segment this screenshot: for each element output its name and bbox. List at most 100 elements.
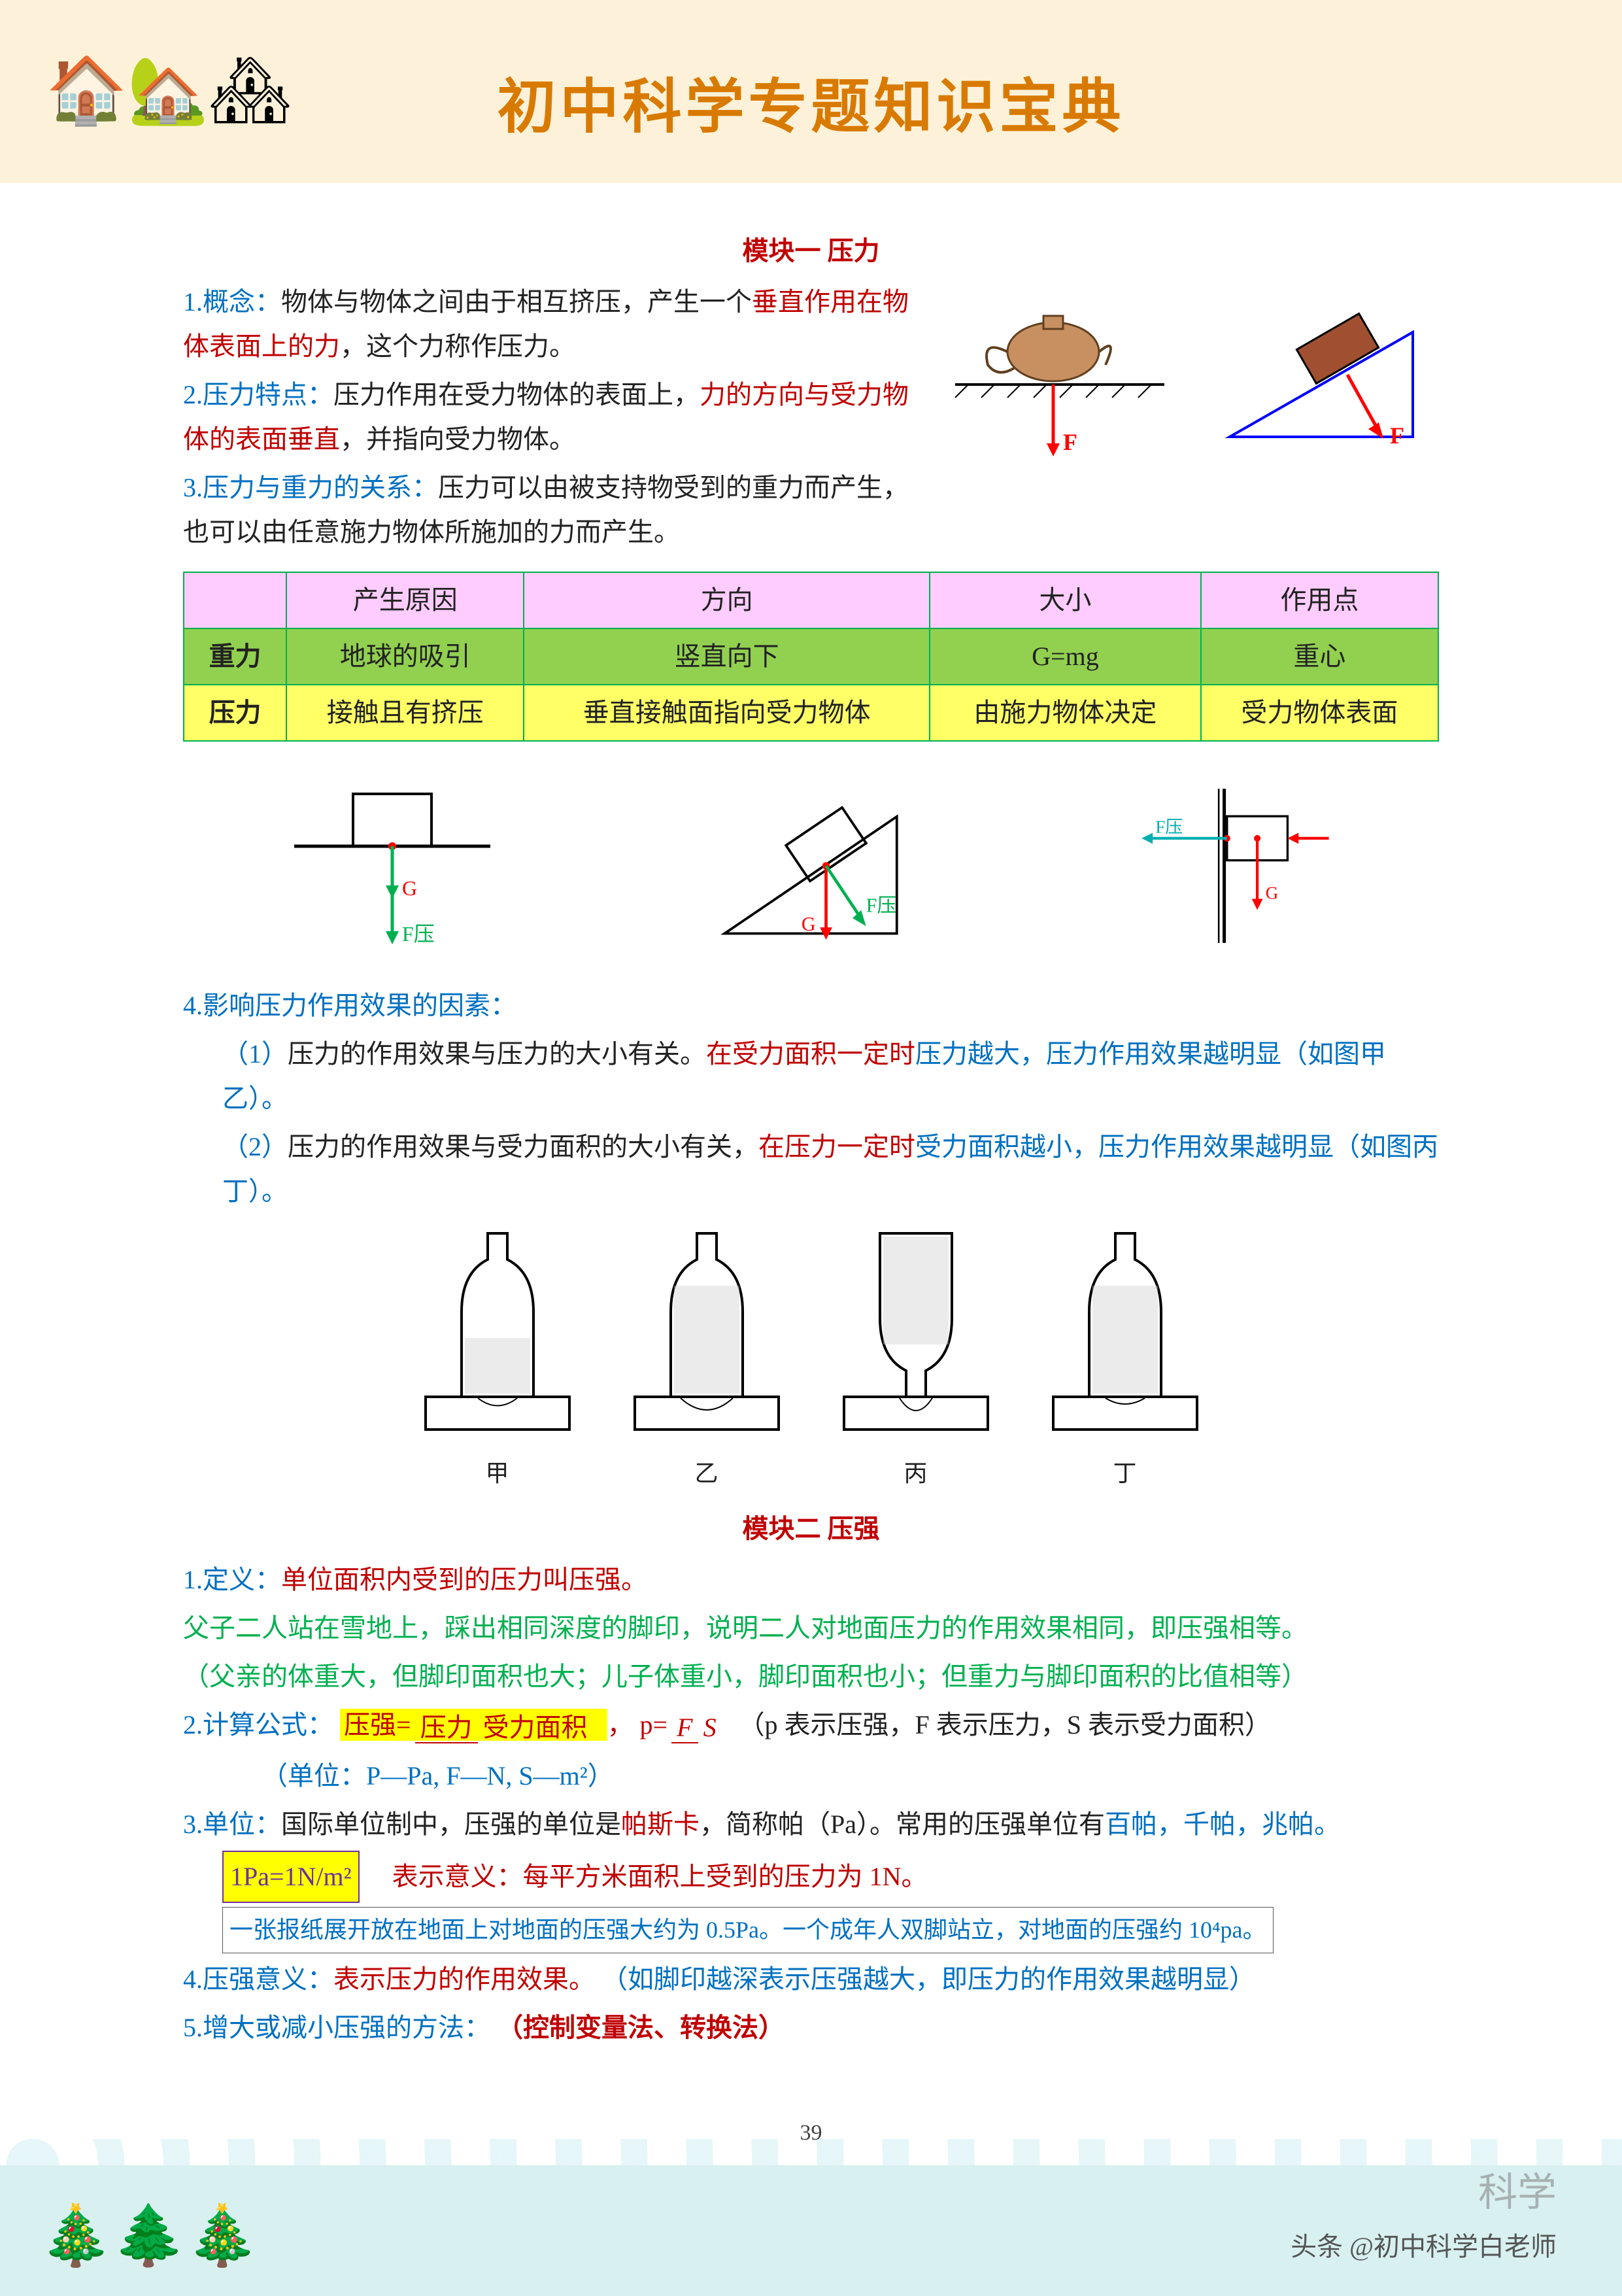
- td-g-4: 重心: [1201, 628, 1438, 685]
- m2-p3-example-row: 一张报纸展开放在地面上对地面的压强大约为 0.5Pa。一个成年人双脚站立，对地面…: [183, 1907, 1439, 1953]
- td-g-1: 地球的吸引: [286, 628, 524, 685]
- m1-p4-1-red: 在受力面积一定时: [706, 1039, 915, 1069]
- m2-p3-red: 帕斯卡: [621, 1809, 700, 1839]
- bottle-label-0: 甲: [419, 1454, 576, 1494]
- meaning-text: 每平方米面积上受到的压力为 1N。: [523, 1862, 928, 1891]
- m1-p4-2-num: （2）: [222, 1132, 288, 1161]
- svg-text:F: F: [1390, 422, 1404, 449]
- th-point: 作用点: [1201, 572, 1438, 628]
- units-label: （单位：: [262, 1761, 366, 1791]
- m2-p2-label: 计算公式：: [203, 1710, 333, 1739]
- th-cause: 产生原因: [286, 572, 524, 628]
- m1-p4-2: （2）压力的作用效果与受力面积的大小有关，在压力一定时受力面积越小，压力作用效果…: [183, 1125, 1439, 1214]
- m2-p4-num: 4.: [183, 1964, 203, 1994]
- th-magnitude: 大小: [930, 572, 1201, 628]
- m2-p3-t1: 国际单位制中，压强的单位是: [281, 1809, 621, 1839]
- m2-p3: 3.单位：国际单位制中，压强的单位是帕斯卡，简称帕（Pa）。常用的压强单位有百帕…: [183, 1802, 1439, 1847]
- bottle-label-1: 乙: [628, 1454, 785, 1494]
- m1-p2-num: 2.: [183, 380, 203, 409]
- svg-text:F压: F压: [402, 922, 435, 946]
- example-box: 一张报纸展开放在地面上对地面的压强大约为 0.5Pa。一个成年人双脚站立，对地面…: [222, 1907, 1274, 1953]
- m1-p4-2-t1: 压力的作用效果与受力面积的大小有关，: [288, 1132, 758, 1161]
- m1-p2-t1: 压力作用在受力物体的表面上，: [333, 380, 700, 409]
- m2-p1: 1.定义：单位面积内受到的压力叫压强。: [183, 1558, 1439, 1602]
- force-diagrams-row: G F压 G F压 F压: [183, 755, 1439, 964]
- m2-p3-label: 单位：: [203, 1809, 281, 1839]
- module-2-title: 模块二 压强: [183, 1507, 1439, 1551]
- header-band: 🏠🏡🏘 初中科学专题知识宝典: [0, 0, 1622, 190]
- table-gravity-row: 重力 地球的吸引 竖直向下 G=mg 重心: [184, 628, 1438, 685]
- m2-p2: 2.计算公式： 压强=压力受力面积 ， p=FS （p 表示压强，F 表示压力，…: [183, 1703, 1439, 1750]
- svg-text:G: G: [402, 876, 417, 900]
- table-header-row: 产生原因 方向 大小 作用点: [184, 572, 1438, 628]
- m1-p4: 4.影响压力作用效果的因素：: [183, 984, 1439, 1028]
- m1-p3-label: 压力与重力的关系：: [203, 473, 438, 502]
- meaning-label: 表示意义：: [392, 1862, 523, 1891]
- formula-1: 压强=压力受力面积: [340, 1709, 607, 1741]
- f1-lhs: 压强=: [344, 1710, 411, 1739]
- pa-definition-box: 1Pa=1N/m²: [222, 1851, 360, 1903]
- m1-p3-num: 3.: [183, 473, 203, 502]
- houses-icon: 🏠🏡🏘: [46, 52, 292, 129]
- m2-p4-blue: （如脚印越深表示压强越大，即压力的作用效果越明显）: [601, 1964, 1255, 1994]
- m1-p1-label: 概念：: [203, 287, 281, 317]
- m1-p3: 3.压力与重力的关系：压力可以由被支持物受到的重力而产生，也可以由任意施力物体所…: [183, 466, 1439, 555]
- m2-p3-num: 3.: [183, 1809, 203, 1839]
- m1-p4-num: 4.: [183, 991, 203, 1020]
- m1-p1-num: 1.: [183, 287, 203, 317]
- source-attribution: 头条 @初中科学白老师: [1291, 2225, 1557, 2263]
- th-direction: 方向: [524, 572, 930, 628]
- m1-p4-label: 影响压力作用效果的因素：: [203, 991, 516, 1020]
- f1-top: 压力: [415, 1713, 478, 1743]
- bottle-jia: [419, 1227, 576, 1436]
- td-p-3: 由施力物体决定: [930, 685, 1201, 741]
- m2-p1-ex2: （父亲的体重大，但脚印面积也大；儿子体重小，脚印面积也小；但重力与脚印面积的比值…: [183, 1654, 1439, 1699]
- units-close: ）: [588, 1761, 614, 1791]
- f2-top: F: [671, 1713, 698, 1743]
- m2-p5-red: （控制变量法、转换法）: [497, 2013, 785, 2042]
- m1-p1-t2: ，这个力称作压力。: [340, 332, 575, 361]
- m2-p1-ex1: 父子二人站在雪地上，踩出相同深度的脚印，说明二人对地面压力的作用效果相同，即压强…: [183, 1606, 1439, 1651]
- formula-2: ， p=FS: [607, 1710, 732, 1739]
- td-g-2: 竖直向下: [524, 628, 930, 685]
- bottle-bing: [837, 1227, 994, 1436]
- table-pressure-row: 压力 接触且有挤压 垂直接触面指向受力物体 由施力物体决定 受力物体表面: [184, 685, 1438, 741]
- svg-text:F压: F压: [1155, 817, 1183, 836]
- m2-p5-label: 增大或减小压强的方法：: [203, 2013, 490, 2042]
- m2-p1-red: 单位面积内受到的压力叫压强。: [281, 1565, 647, 1594]
- m1-p4-1-t1: 压力的作用效果与压力的大小有关。: [288, 1039, 706, 1069]
- m2-p5: 5.增大或减小压强的方法： （控制变量法、转换法）: [183, 2006, 1439, 2050]
- td-p-1: 接触且有挤压: [286, 685, 524, 741]
- bottle-diagrams: 甲 乙 丙: [183, 1227, 1439, 1494]
- td-g-0: 重力: [184, 628, 286, 685]
- svg-text:G: G: [802, 913, 816, 935]
- diagram-wall: F压 G: [1125, 768, 1334, 964]
- m2-p5-num: 5.: [183, 2013, 203, 2042]
- m1-p2-label: 压力特点：: [203, 380, 333, 409]
- th-blank: [184, 572, 286, 628]
- bottle-label-3: 丁: [1047, 1454, 1204, 1494]
- module-1-title: 模块一 压力: [183, 229, 1439, 273]
- m2-p2-paren: （p 表示压强，F 表示压力，S 表示受力面积）: [739, 1710, 1272, 1739]
- td-p-2: 垂直接触面指向受力物体: [524, 685, 930, 741]
- f1-bot: 受力面积: [478, 1713, 593, 1742]
- bottle-ding: [1047, 1227, 1204, 1436]
- svg-text:F压: F压: [866, 895, 897, 917]
- svg-text:G: G: [1266, 883, 1278, 903]
- m1-p4-1-blue: 压力越大，压力作用效果越明显: [915, 1039, 1281, 1069]
- m1-p4-1: （1）压力的作用效果与压力的大小有关。在受力面积一定时压力越大，压力作用效果越明…: [183, 1032, 1439, 1121]
- m2-p1-num: 1.: [183, 1565, 203, 1594]
- bottle-label-2: 丙: [837, 1454, 994, 1494]
- watermark: 科学: [1478, 2161, 1557, 2218]
- td-p-0: 压力: [184, 685, 286, 741]
- m2-p3-t2: ，简称帕（Pa）。常用的压强单位有: [700, 1809, 1105, 1839]
- m1-p4-2-red: 在压力一定时: [758, 1132, 915, 1161]
- m2-p2-num: 2.: [183, 1710, 203, 1739]
- units-text: P—Pa, F—N, S—m²: [366, 1761, 588, 1791]
- svg-text:F: F: [1063, 429, 1077, 455]
- comparison-table: 产生原因 方向 大小 作用点 重力 地球的吸引 竖直向下 G=mg 重心 压力 …: [183, 572, 1439, 742]
- diagram-incline: G F压: [706, 768, 915, 964]
- td-g-3: G=mg: [930, 628, 1201, 685]
- m2-p4-red: 表示压力的作用效果。: [333, 1964, 595, 1994]
- m2-p3-blue: 百帕，千帕，兆帕。: [1105, 1809, 1340, 1839]
